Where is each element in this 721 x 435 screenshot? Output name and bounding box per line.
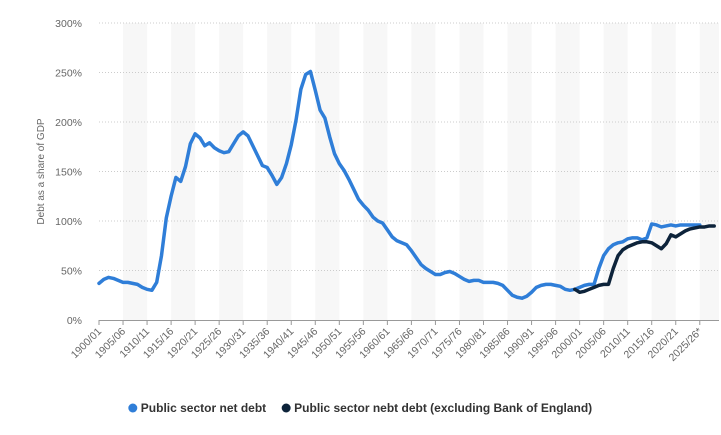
background-band	[699, 23, 719, 320]
legend[interactable]: Public sector net debt Public sector nebt…	[128, 401, 592, 415]
x-axis-ticks: 1900/011905/061910/111915/161920/211925/…	[69, 320, 705, 364]
y-tick-label: 50%	[61, 266, 82, 278]
y-tick-label: 100%	[55, 216, 82, 228]
legend-label: Public sector net debt	[141, 401, 266, 415]
legend-label: Public sector nebt debt (excluding Bank …	[294, 401, 592, 415]
y-tick-label: 200%	[55, 117, 82, 129]
series-line-1	[97, 69, 702, 300]
background-bands	[123, 23, 719, 320]
y-axis-ticks: 0% 50% 100% 150% 200% 250% 300%	[55, 18, 82, 327]
legend-item-2[interactable]: Public sector nebt debt (excluding Bank …	[281, 401, 593, 415]
y-tick-label: 300%	[55, 18, 82, 30]
series-lines	[97, 69, 716, 300]
y-tick-label: 250%	[55, 68, 82, 80]
legend-marker	[128, 403, 138, 413]
y-tick-label: 0%	[67, 315, 82, 327]
y-tick-label: 150%	[55, 167, 82, 179]
legend-marker	[281, 403, 291, 413]
legend-item-1[interactable]: Public sector net debt	[128, 401, 266, 415]
gridlines	[99, 22, 719, 271]
y-axis-title: Debt as a share of GDP	[36, 118, 47, 224]
series-line-2	[573, 224, 716, 295]
